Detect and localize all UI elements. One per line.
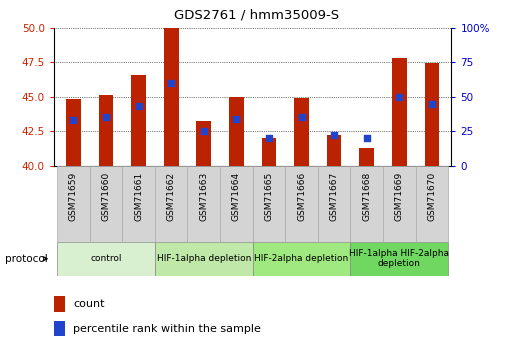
Text: HIF-2alpha depletion: HIF-2alpha depletion: [254, 254, 349, 263]
Point: [134, 104, 143, 109]
FancyArrowPatch shape: [43, 257, 47, 261]
Text: GSM71659: GSM71659: [69, 172, 78, 221]
Bar: [155, 241, 252, 276]
Text: GSM71669: GSM71669: [395, 172, 404, 221]
Bar: [350, 166, 383, 242]
Bar: [54, 321, 65, 336]
Bar: [54, 296, 65, 312]
Bar: [57, 241, 155, 276]
Text: GSM71661: GSM71661: [134, 172, 143, 221]
Text: HIF-1alpha HIF-2alpha
depletion: HIF-1alpha HIF-2alpha depletion: [349, 249, 449, 268]
Point: [232, 116, 241, 121]
Bar: [196, 121, 211, 166]
Bar: [90, 166, 122, 242]
Text: HIF-1alpha depletion: HIF-1alpha depletion: [156, 254, 251, 263]
Bar: [155, 166, 187, 242]
Bar: [294, 98, 309, 166]
Bar: [318, 166, 350, 242]
Bar: [425, 63, 439, 166]
Bar: [262, 138, 277, 166]
Point: [265, 135, 273, 141]
Bar: [131, 75, 146, 166]
Point: [69, 117, 77, 123]
Text: GSM71667: GSM71667: [330, 172, 339, 221]
Bar: [416, 166, 448, 242]
Bar: [327, 135, 342, 166]
Point: [167, 80, 175, 86]
Bar: [66, 99, 81, 166]
Bar: [187, 166, 220, 242]
Bar: [383, 166, 416, 242]
Bar: [164, 28, 179, 166]
Bar: [229, 97, 244, 166]
Point: [298, 115, 306, 120]
Bar: [252, 241, 350, 276]
Bar: [57, 166, 90, 242]
Bar: [220, 166, 252, 242]
Point: [330, 132, 338, 138]
Bar: [98, 95, 113, 166]
Point: [428, 101, 436, 106]
Text: protocol: protocol: [5, 254, 48, 264]
Point: [200, 128, 208, 134]
Text: GSM71665: GSM71665: [264, 172, 273, 221]
Text: GSM71664: GSM71664: [232, 172, 241, 221]
Point: [395, 94, 403, 99]
Text: control: control: [90, 254, 122, 263]
Text: GSM71666: GSM71666: [297, 172, 306, 221]
Text: count: count: [73, 299, 105, 309]
Bar: [392, 58, 407, 166]
Text: GSM71662: GSM71662: [167, 172, 175, 221]
Bar: [252, 166, 285, 242]
Text: GSM71668: GSM71668: [362, 172, 371, 221]
Bar: [122, 166, 155, 242]
Bar: [360, 148, 374, 166]
Text: percentile rank within the sample: percentile rank within the sample: [73, 324, 261, 334]
Point: [363, 135, 371, 141]
Bar: [285, 166, 318, 242]
Text: GSM71663: GSM71663: [199, 172, 208, 221]
Bar: [350, 241, 448, 276]
Point: [102, 115, 110, 120]
Text: GSM71670: GSM71670: [427, 172, 437, 221]
Text: GSM71660: GSM71660: [102, 172, 110, 221]
Text: GDS2761 / hmm35009-S: GDS2761 / hmm35009-S: [174, 9, 339, 22]
